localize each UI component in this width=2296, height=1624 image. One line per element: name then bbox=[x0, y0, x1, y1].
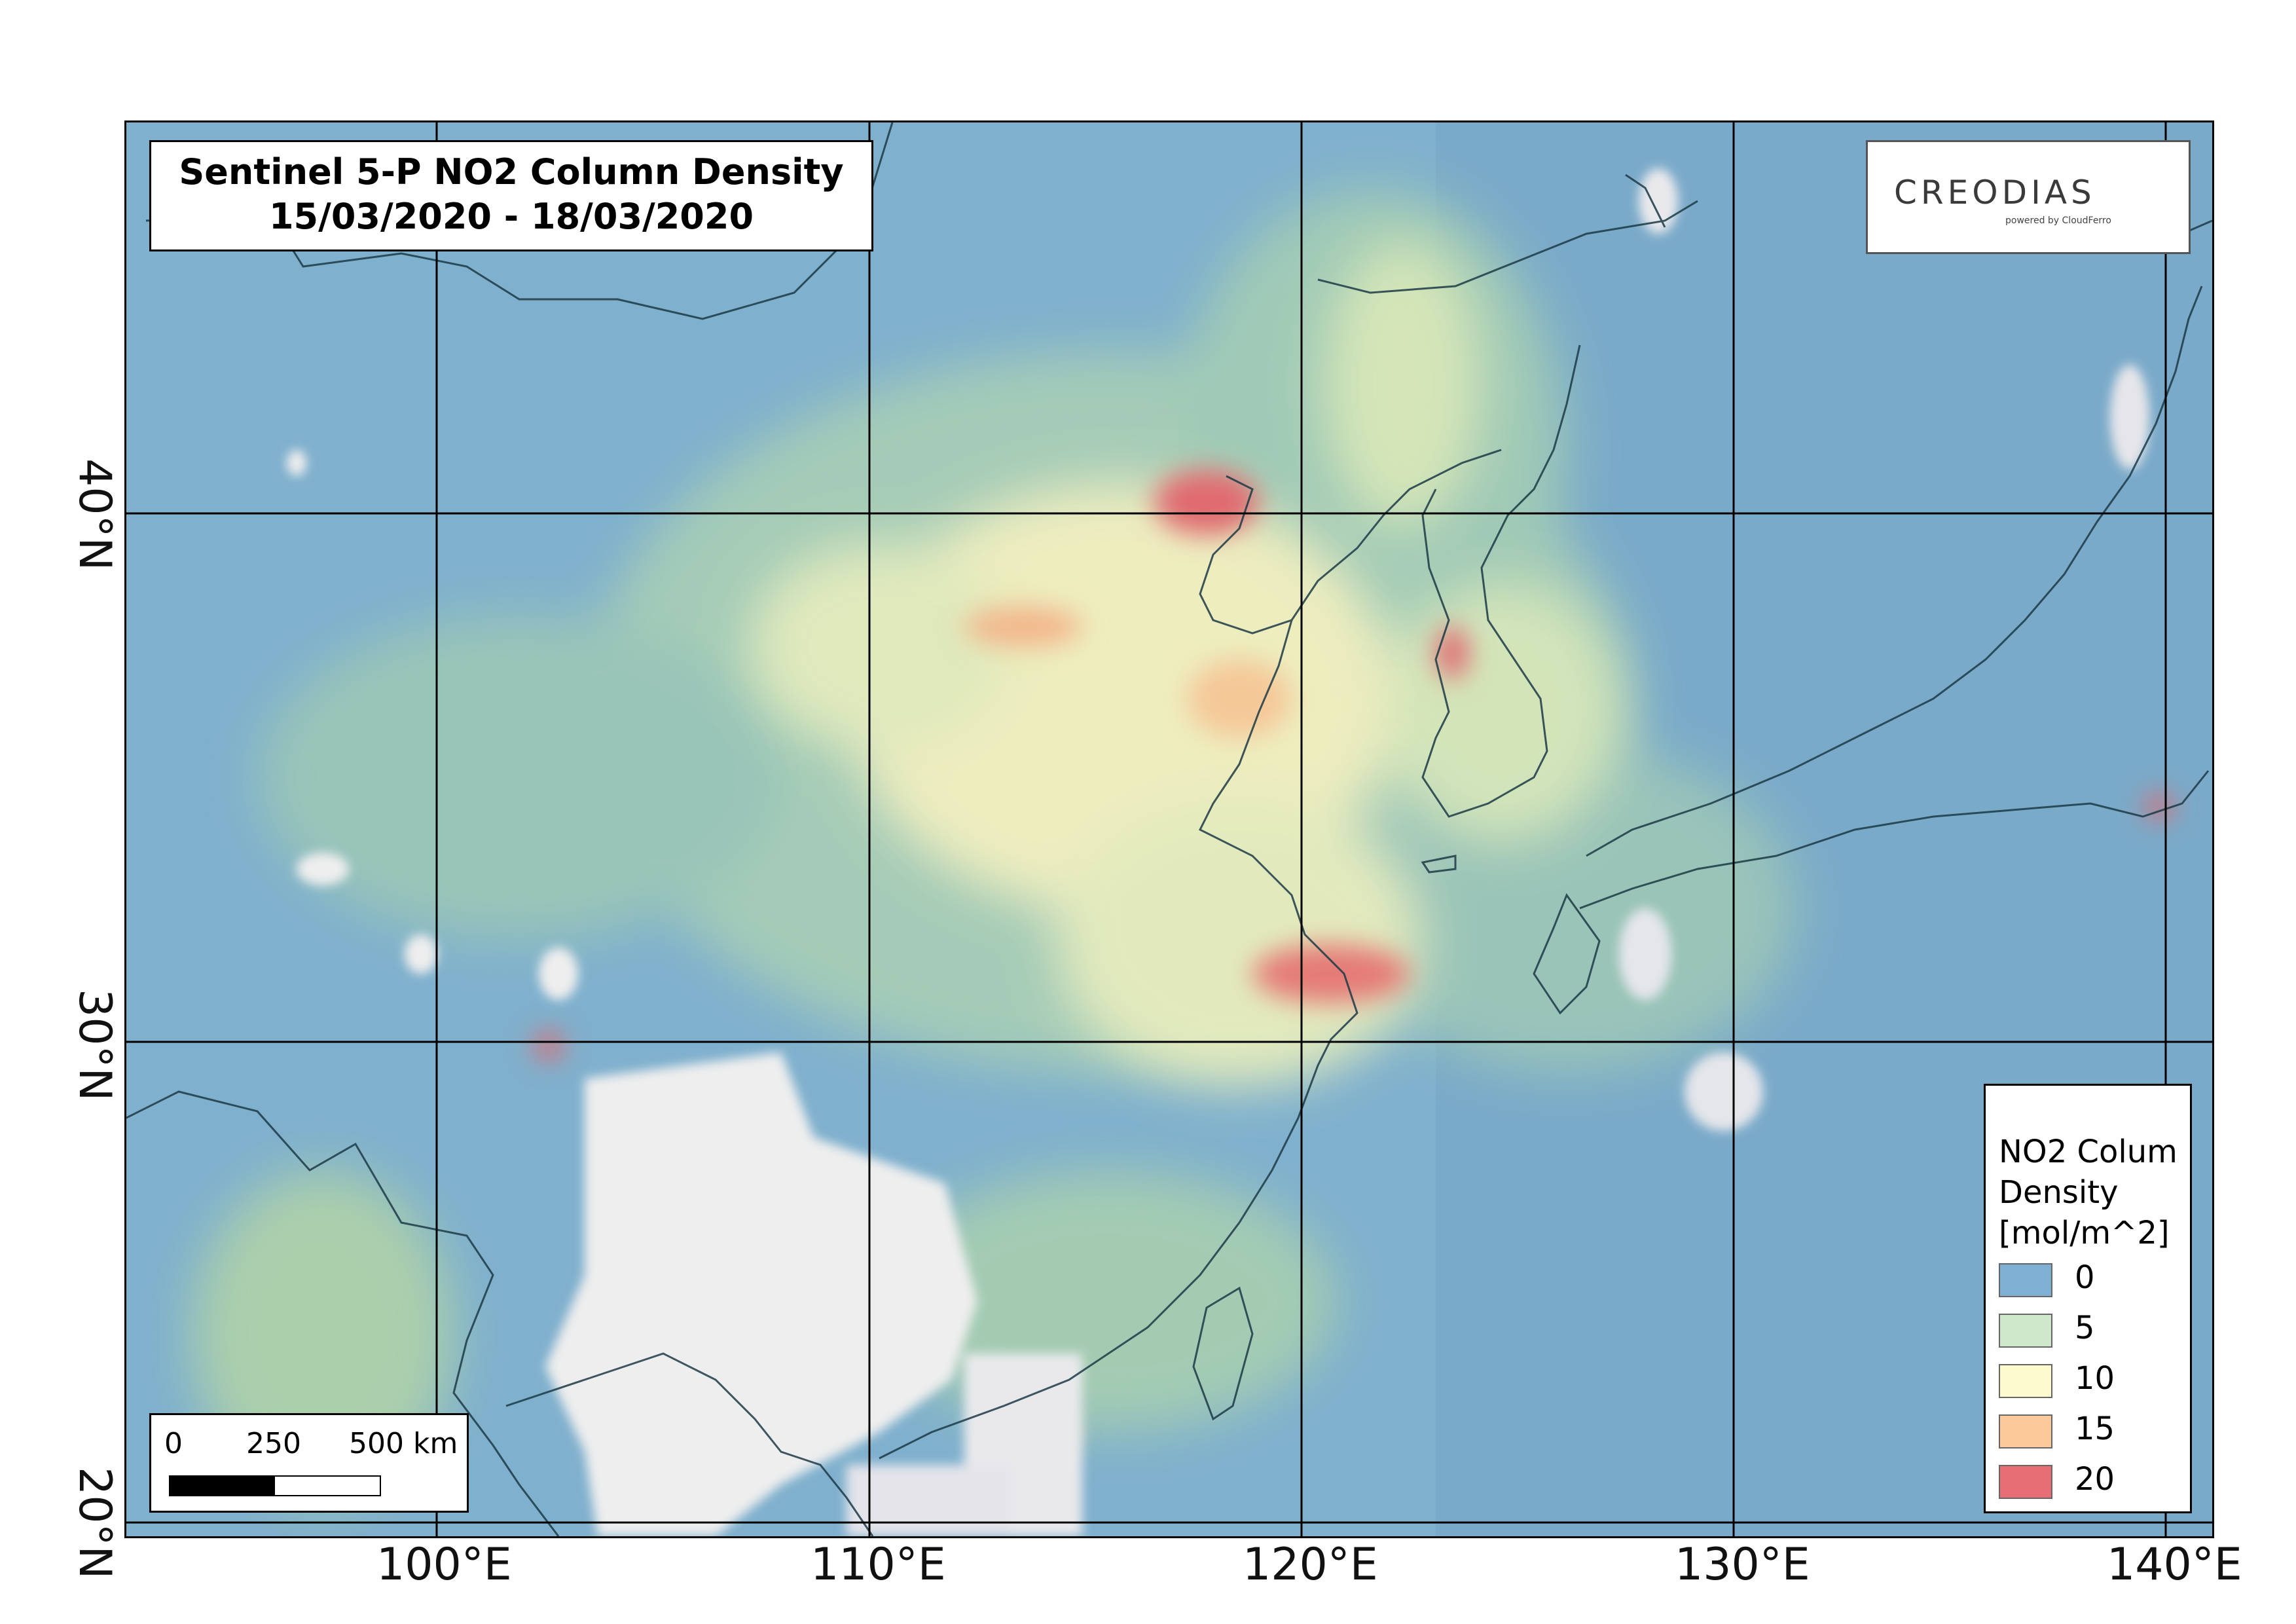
logo-tagline: powered by CloudFerro bbox=[2005, 215, 2111, 226]
legend-title: NO2 Colum Density [mol/m^2] bbox=[1999, 1132, 2178, 1253]
japan-honshu bbox=[1586, 286, 2203, 857]
legend-title-line: Density bbox=[1999, 1174, 2119, 1211]
lat-label-20: 20°N bbox=[69, 1467, 120, 1579]
china-russia-border bbox=[1317, 200, 1698, 294]
indochina-border bbox=[126, 1090, 560, 1536]
creodias-logo: CREODIAS powered by CloudFerro bbox=[1866, 140, 2191, 254]
lon-label-120: 120°E bbox=[1243, 1539, 1378, 1591]
hotspot-chengdu bbox=[534, 1031, 563, 1060]
graticule bbox=[126, 122, 2212, 1536]
no2-map[interactable] bbox=[126, 122, 2212, 1536]
scale-label-250: 250 bbox=[246, 1427, 301, 1460]
lon-label-100: 100°E bbox=[376, 1539, 512, 1591]
legend: NO2 Colum Density [mol/m^2] 0 5 10 15 20 bbox=[1984, 1084, 2192, 1513]
map-title: Sentinel 5-P NO2 Column Density bbox=[179, 151, 844, 193]
legend-swatch bbox=[1999, 1414, 2052, 1449]
china-east-coast bbox=[879, 619, 1358, 1460]
vietnam-border bbox=[505, 1352, 874, 1536]
japan-kyushu bbox=[1533, 893, 1601, 1015]
taiwan bbox=[1192, 1286, 1254, 1421]
logo-wordmark: CREODIAS bbox=[1894, 174, 2096, 212]
map-date-range: 15/03/2020 - 18/03/2020 bbox=[268, 196, 754, 237]
no2-mid-field bbox=[748, 240, 1619, 1085]
legend-label: 10 bbox=[2075, 1360, 2115, 1397]
legend-label: 20 bbox=[2075, 1461, 2115, 1498]
jeju bbox=[1421, 855, 1457, 874]
legend-label: 0 bbox=[2075, 1259, 2095, 1296]
legend-swatch bbox=[1999, 1263, 2052, 1297]
legend-swatch bbox=[1999, 1465, 2052, 1499]
legend-swatch bbox=[1999, 1364, 2052, 1398]
no2-hotspots bbox=[534, 470, 2174, 1449]
map-title-box: Sentinel 5-P NO2 Column Density 15/03/20… bbox=[149, 140, 873, 251]
legend-title-line: NO2 Colum bbox=[1999, 1134, 2178, 1170]
scale-bar-segment-black bbox=[169, 1475, 274, 1496]
scale-label-500: 500 km bbox=[349, 1427, 458, 1460]
scale-label-0: 0 bbox=[164, 1427, 183, 1460]
legend-title-line: [mol/m^2] bbox=[1999, 1215, 2170, 1251]
map-frame[interactable] bbox=[124, 120, 2214, 1538]
korea-coast bbox=[1421, 344, 1581, 818]
hotspot-beijing-tianjin bbox=[1154, 470, 1259, 535]
lon-label-130: 130°E bbox=[1675, 1539, 1810, 1591]
scale-bar-segment-white bbox=[274, 1475, 381, 1496]
lon-label-140: 140°E bbox=[2107, 1539, 2242, 1591]
hotspot-seoul bbox=[1436, 627, 1468, 679]
legend-swatch bbox=[1999, 1314, 2052, 1348]
hotspot-shanghai bbox=[1252, 944, 1410, 1003]
lat-label-30: 30°N bbox=[69, 989, 120, 1101]
sakhalin bbox=[1625, 174, 1666, 228]
lat-label-40: 40°N bbox=[69, 458, 120, 571]
bohai-coast bbox=[1199, 449, 1502, 635]
japan-honshu-south bbox=[1579, 770, 2210, 910]
legend-label: 5 bbox=[2075, 1310, 2095, 1346]
legend-label: 15 bbox=[2075, 1411, 2115, 1447]
lon-label-110: 110°E bbox=[811, 1539, 946, 1591]
scale-bar: 0 250 500 km bbox=[149, 1413, 469, 1513]
